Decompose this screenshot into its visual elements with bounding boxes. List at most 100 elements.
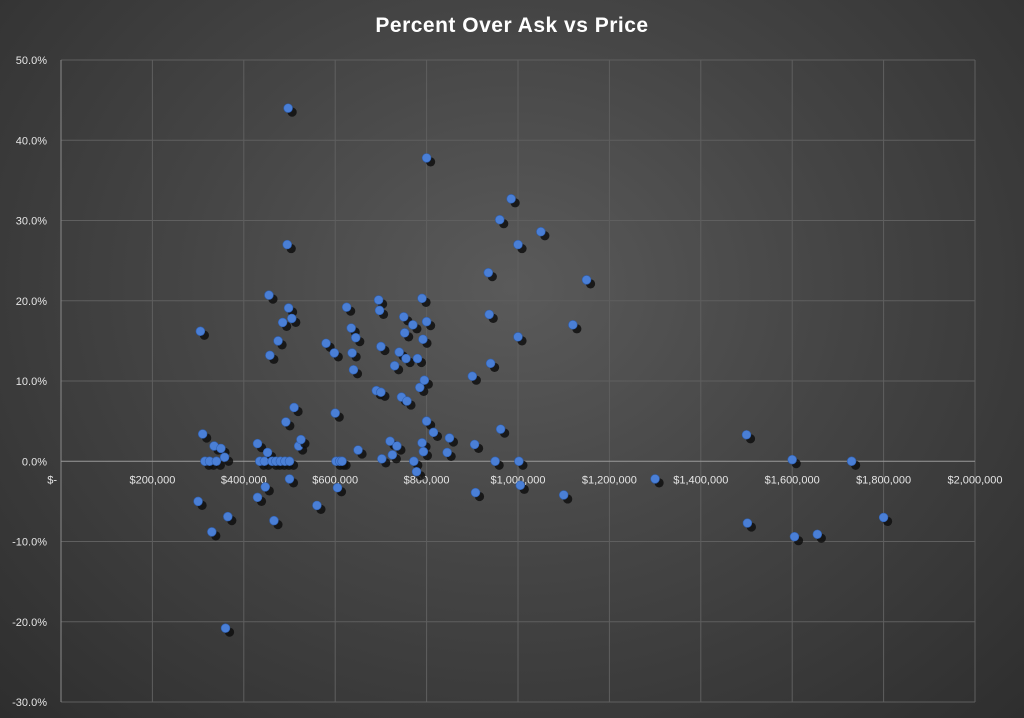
data-point bbox=[284, 474, 295, 484]
data-point bbox=[568, 320, 578, 330]
data-point bbox=[269, 515, 279, 526]
data-point bbox=[252, 438, 263, 449]
y-tick-label: 30.0% bbox=[16, 216, 47, 228]
data-point bbox=[283, 303, 294, 313]
data-point bbox=[495, 424, 506, 434]
data-point bbox=[385, 436, 395, 446]
data-point bbox=[195, 326, 206, 336]
data-point bbox=[421, 153, 432, 163]
x-tick-label: $1,400,000 bbox=[673, 474, 728, 486]
data-point bbox=[216, 443, 226, 454]
data-point bbox=[483, 267, 493, 278]
data-point bbox=[376, 341, 386, 352]
x-tick-label: $800,000 bbox=[404, 474, 450, 486]
data-point bbox=[514, 456, 524, 466]
data-point bbox=[444, 433, 455, 443]
data-point bbox=[412, 353, 423, 364]
data-point bbox=[284, 456, 295, 466]
data-point bbox=[283, 103, 293, 113]
data-point bbox=[417, 293, 427, 304]
data-point bbox=[484, 309, 494, 320]
x-tick-label: $1,000,000 bbox=[490, 474, 545, 486]
data-point bbox=[387, 450, 398, 460]
data-point bbox=[421, 316, 432, 327]
data-point bbox=[495, 214, 505, 225]
x-tick-label: $400,000 bbox=[221, 474, 267, 486]
data-point bbox=[402, 396, 412, 406]
x-tick-label: $200,000 bbox=[129, 474, 175, 486]
x-tick-label: $600,000 bbox=[312, 474, 358, 486]
data-point bbox=[341, 302, 352, 312]
data-point bbox=[220, 623, 231, 633]
data-point bbox=[252, 492, 263, 503]
data-point bbox=[262, 447, 273, 458]
data-point bbox=[442, 447, 452, 458]
data-point bbox=[812, 529, 823, 539]
x-tick-label: $1,800,000 bbox=[856, 474, 911, 486]
data-point bbox=[467, 371, 477, 381]
data-point bbox=[211, 456, 222, 466]
data-point bbox=[273, 336, 283, 346]
data-point bbox=[265, 350, 275, 361]
data-point bbox=[260, 482, 270, 492]
data-point bbox=[419, 375, 430, 385]
data-points bbox=[193, 103, 893, 637]
data-point bbox=[330, 408, 340, 418]
data-point bbox=[787, 454, 797, 465]
data-point bbox=[353, 445, 363, 455]
data-point bbox=[346, 323, 356, 333]
data-point bbox=[515, 480, 525, 491]
data-point bbox=[399, 328, 410, 338]
data-point bbox=[513, 332, 523, 342]
data-point bbox=[282, 239, 292, 250]
data-point bbox=[374, 305, 385, 316]
x-tick-label: $1,600,000 bbox=[765, 474, 820, 486]
data-point bbox=[223, 511, 233, 522]
x-tick-label: $2,000,000 bbox=[947, 474, 1002, 486]
data-point bbox=[287, 313, 297, 324]
data-point bbox=[329, 348, 339, 358]
y-tick-label: -30.0% bbox=[12, 697, 47, 709]
data-point bbox=[377, 454, 387, 464]
x-tick-label: $1,200,000 bbox=[582, 474, 637, 486]
data-point bbox=[741, 430, 752, 440]
data-point bbox=[193, 496, 203, 507]
data-point bbox=[408, 320, 418, 330]
data-point bbox=[469, 439, 480, 450]
y-tick-label: -10.0% bbox=[12, 537, 47, 549]
data-point bbox=[789, 531, 800, 542]
data-point bbox=[351, 332, 361, 343]
y-tick-label: 10.0% bbox=[16, 376, 47, 388]
data-point bbox=[348, 365, 359, 375]
data-point bbox=[428, 427, 439, 438]
data-point bbox=[846, 456, 857, 466]
data-point bbox=[418, 446, 429, 457]
data-point bbox=[485, 358, 496, 369]
data-point bbox=[650, 474, 660, 484]
y-tick-label: 40.0% bbox=[16, 135, 47, 147]
data-point bbox=[312, 500, 322, 511]
y-tick-labels: -30.0% -20.0% -10.0% 0.0% 10.0% 20.0% 30.0% 40.… bbox=[12, 55, 47, 709]
data-point bbox=[513, 239, 523, 250]
y-tick-label: 50.0% bbox=[16, 55, 47, 67]
data-point bbox=[207, 527, 217, 537]
gridlines bbox=[61, 59, 976, 703]
data-point bbox=[347, 348, 357, 358]
data-point bbox=[411, 466, 422, 477]
data-point bbox=[394, 347, 404, 357]
chart-title: Percent Over Ask vs Price bbox=[375, 14, 649, 37]
data-point bbox=[376, 387, 386, 397]
y-tick-label: 20.0% bbox=[16, 296, 47, 308]
y-tick-label: -20.0% bbox=[12, 617, 47, 629]
data-point bbox=[197, 429, 208, 439]
data-point bbox=[401, 353, 411, 364]
data-point bbox=[742, 518, 753, 528]
data-point bbox=[337, 456, 347, 466]
data-point bbox=[421, 416, 432, 426]
data-point bbox=[415, 382, 425, 393]
data-point bbox=[399, 312, 409, 322]
data-point bbox=[490, 456, 500, 466]
data-point bbox=[389, 361, 400, 371]
data-point bbox=[281, 417, 291, 427]
